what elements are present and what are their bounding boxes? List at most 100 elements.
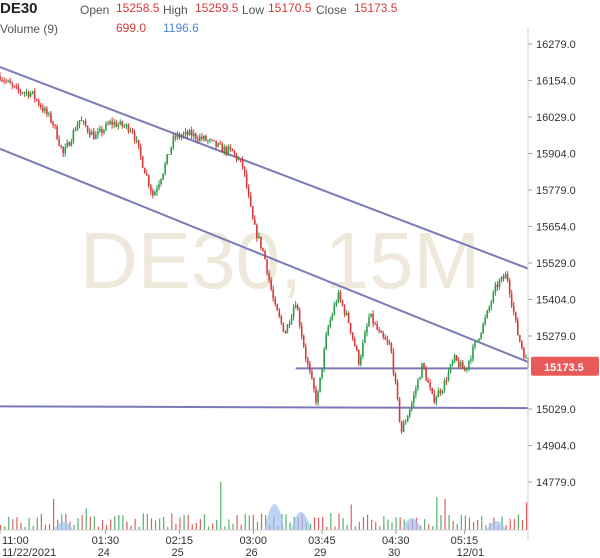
volume-bar [505, 524, 507, 530]
volume-bar [167, 526, 169, 530]
volume-bar [159, 518, 161, 530]
volume-bar [485, 525, 487, 530]
volume-bar [346, 524, 348, 530]
candle-body [245, 173, 248, 188]
volume-bar [216, 519, 218, 530]
candle-body [17, 86, 20, 91]
candle-body [37, 100, 40, 105]
volume-bars [0, 481, 528, 530]
volume-bar [313, 517, 316, 530]
volume-bar [362, 517, 365, 530]
candle-body [201, 136, 203, 140]
volume-bar [256, 521, 259, 530]
candle-body [62, 146, 64, 154]
y-tick-label: 15279.0 [536, 331, 576, 343]
volume-bar [456, 523, 458, 530]
candle-body [435, 397, 438, 403]
candle-body [27, 91, 30, 97]
candle-body [311, 371, 313, 379]
candle-body [139, 146, 142, 157]
x-tick-date: 24 [98, 547, 110, 558]
y-tick-label: 15029.0 [536, 404, 576, 416]
candle-body [233, 151, 236, 154]
volume-bar [391, 522, 393, 530]
candle-body [64, 147, 67, 154]
volume-bar [183, 515, 185, 530]
candle-body [472, 346, 474, 360]
volume-bar [387, 519, 389, 530]
volume-bar [73, 524, 75, 530]
volume-bar [118, 514, 120, 530]
volume-bar [199, 519, 201, 530]
volume-bar [330, 513, 332, 530]
candle-body [186, 131, 189, 136]
volume-bar [354, 526, 356, 530]
candle-body [498, 280, 501, 288]
volume-bar [366, 514, 369, 530]
candle-body [46, 108, 48, 115]
candle-body [123, 126, 126, 128]
candle-body [480, 333, 482, 339]
candle-body [221, 144, 224, 153]
candle-body [353, 338, 356, 347]
candle-body [415, 388, 417, 395]
candle-body [441, 390, 444, 394]
candle-body [174, 136, 177, 138]
candle-body [86, 126, 89, 132]
volume-bar [260, 513, 263, 530]
volume-bar [464, 515, 467, 530]
x-tick-time: 04:30 [382, 535, 410, 547]
candle-body [290, 317, 293, 324]
candle-body [280, 316, 283, 323]
candle-body [1, 80, 3, 82]
volume-bar [134, 518, 136, 530]
candle-body [194, 133, 197, 139]
volume-bar [521, 520, 524, 530]
candle-body [315, 389, 317, 403]
x-tick-date: 26 [245, 547, 257, 558]
candle-body [325, 334, 327, 350]
candle-body [209, 139, 211, 141]
candle-body [29, 93, 32, 97]
candle-body [380, 331, 383, 333]
candle-body [35, 98, 38, 101]
candle-body [523, 348, 525, 358]
y-tick-label: 15654.0 [536, 222, 576, 234]
candle-body [313, 378, 315, 390]
volume-bar [358, 521, 360, 530]
candle-body [445, 380, 448, 382]
candle-body [231, 148, 234, 152]
candle-body [331, 314, 334, 320]
y-tick-label: 15904.0 [536, 149, 576, 161]
candle-body [239, 159, 242, 161]
candle-body [52, 122, 54, 125]
candle-body [13, 85, 16, 87]
volume-bar [101, 519, 104, 530]
volume-bar [28, 517, 30, 530]
volume-bar [334, 526, 336, 530]
candle-body [166, 154, 168, 164]
candle-body [300, 325, 303, 337]
candle-body [92, 131, 95, 140]
volume-bar [265, 514, 267, 530]
volume-bar [228, 519, 230, 530]
volume-area [486, 521, 507, 530]
candle-body [453, 355, 456, 362]
candle-body [190, 130, 193, 137]
candle-body [176, 133, 179, 138]
volume-bar [163, 516, 165, 530]
watermark: DE30, 15M [80, 216, 480, 305]
candle-body [264, 250, 266, 260]
candle-body [115, 122, 118, 127]
candle-body [408, 409, 411, 416]
volume-bar [110, 519, 112, 530]
candle-body [464, 368, 466, 370]
volume-bar [81, 515, 83, 530]
volume-bar [85, 508, 87, 530]
candle-body [125, 124, 128, 127]
candle-body [84, 120, 87, 127]
candle-body [39, 104, 42, 108]
candle-body [366, 325, 368, 333]
candle-body [492, 292, 495, 303]
